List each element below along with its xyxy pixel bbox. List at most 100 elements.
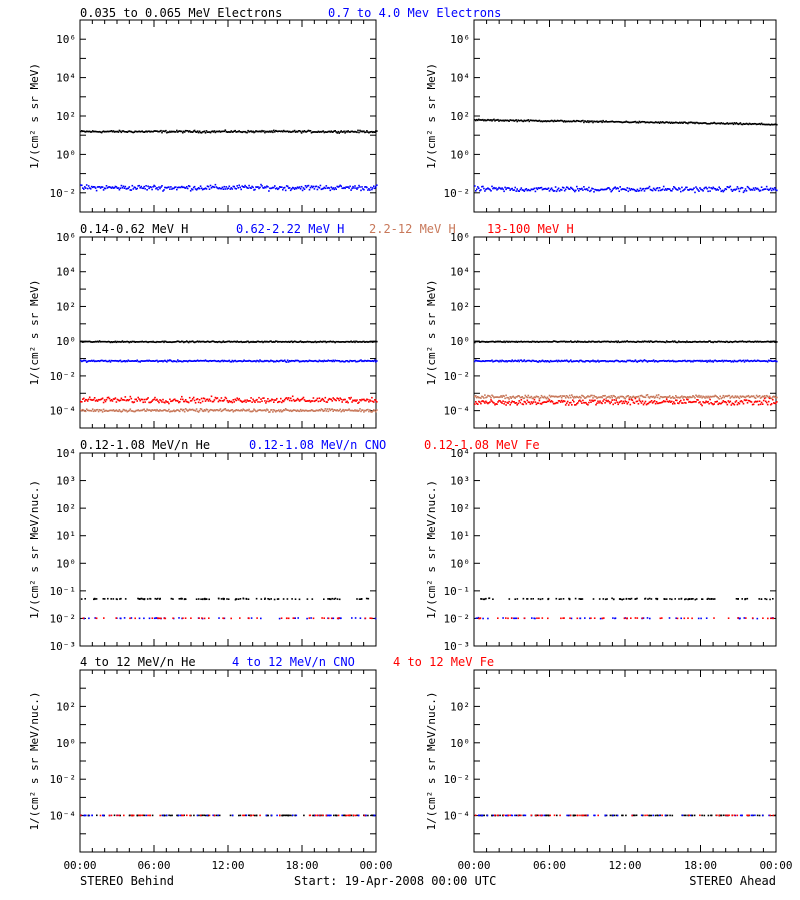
data-point [282,130,284,133]
data-point [689,341,691,343]
data-point [186,401,189,403]
data-point [298,400,301,402]
data-point [630,397,633,400]
data-point [184,399,187,401]
data-point [277,401,279,404]
data-point [750,359,753,362]
data-point [649,340,652,342]
data-point [215,397,218,400]
data-point [336,397,338,399]
data-point [758,814,761,817]
data-point [110,341,113,343]
data-point [337,814,340,817]
data-point [100,359,103,362]
data-point [497,340,499,343]
data-point [725,188,728,191]
data-point [497,617,499,619]
y-tick-label: 10⁰ [450,557,470,570]
data-point [644,340,647,343]
data-point [337,397,339,400]
data-point [107,410,110,412]
data-point [311,409,314,412]
data-point [676,360,678,363]
data-point [149,186,151,188]
data-point [510,360,512,363]
data-point [588,121,590,124]
data-point [743,340,746,343]
data-point [726,122,729,124]
data-point [775,402,777,405]
series-2 [478,617,775,620]
data-point [568,341,571,343]
data-point [222,130,225,133]
data-point [111,400,114,402]
data-point [634,396,637,399]
data-point [160,409,162,412]
data-point [328,408,331,410]
data-point [254,409,256,412]
data-point [96,340,99,343]
data-point [294,617,296,619]
data-point [689,359,691,362]
data-point [315,185,318,188]
data-point [602,400,604,402]
data-point [606,400,608,403]
data-point [280,359,282,362]
data-point [109,130,112,133]
data-point [621,121,624,124]
data-point [494,396,496,398]
data-point [308,340,311,343]
data-point [192,396,195,399]
data-point [300,185,303,188]
data-point [489,360,491,362]
data-point [229,131,232,133]
data-point [765,401,768,404]
data-point [237,187,239,189]
data-point [155,359,157,362]
data-point [706,123,708,125]
data-point [493,341,495,343]
data-point [716,360,718,363]
data-point [172,617,174,619]
data-point [113,187,116,189]
data-point [539,340,542,343]
data-point [485,188,487,191]
data-point [179,410,181,413]
data-point [641,188,644,190]
data-point [345,130,347,133]
data-point [522,120,525,123]
data-point [526,340,529,343]
data-point [525,360,528,363]
data-point [710,814,712,817]
data-point [553,396,556,398]
data-point [351,187,353,190]
data-point [581,402,583,404]
data-point [694,397,696,399]
data-point [278,409,280,411]
data-point [337,340,339,343]
data-point [204,341,207,343]
data-point [522,814,525,817]
data-point [103,410,106,412]
data-point [201,360,204,362]
data-point [646,361,649,363]
data-point [775,188,777,191]
data-point [538,617,540,619]
data-point [667,188,670,190]
data-point [153,130,155,132]
data-point [194,341,197,343]
data-point [245,410,247,412]
data-point [638,341,641,343]
data-point [492,340,494,343]
data-point [635,360,638,363]
data-point [90,131,93,133]
data-point [164,130,166,133]
data-point [562,400,565,402]
data-point [688,189,690,191]
data-point [706,361,708,363]
data-point [580,188,582,191]
data-point [248,341,250,344]
data-point [584,402,586,404]
data-point [504,401,506,403]
data-point [297,187,300,189]
